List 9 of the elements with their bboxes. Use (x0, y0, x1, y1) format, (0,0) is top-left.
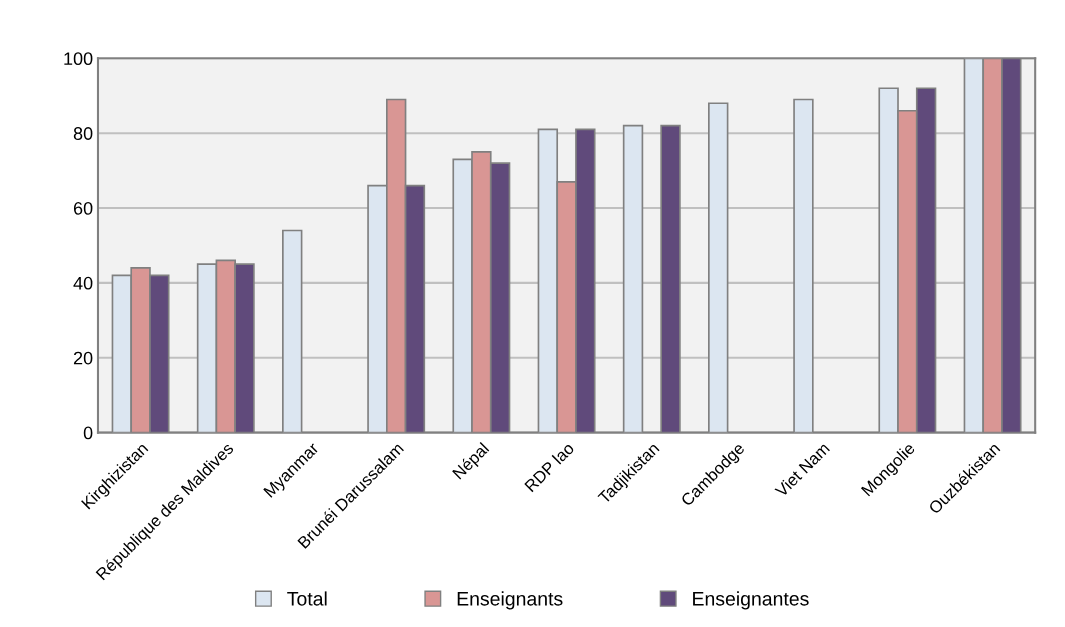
y-tick-label: 60 (73, 201, 93, 215)
y-tick-label: 20 (73, 351, 93, 365)
y-tick-label: 0 (83, 426, 93, 440)
legend-label: Enseignantes (693, 591, 809, 610)
legend-label: Total (287, 591, 327, 606)
y-tick-label: 100 (64, 52, 93, 66)
y-tick-label: 40 (73, 276, 93, 290)
legend-label: Enseignants (457, 591, 563, 610)
y-tick-label: 80 (73, 127, 93, 140)
